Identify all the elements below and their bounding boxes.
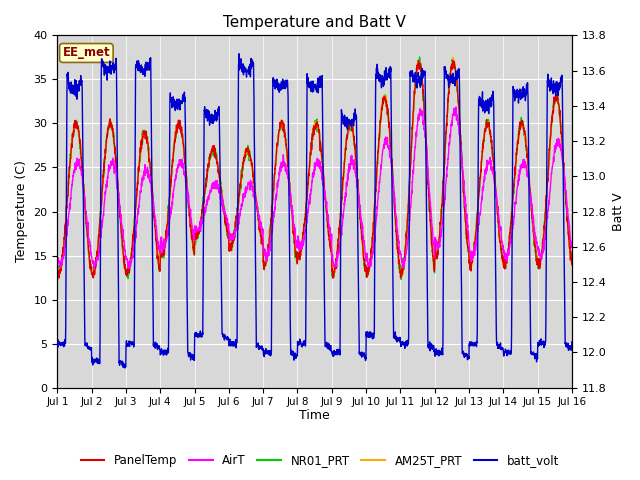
- AirT: [340, 202, 348, 208]
- batt_volt: [330, 350, 337, 356]
- PanelTemp: [340, 158, 348, 164]
- batt_volt: [197, 332, 205, 337]
- AM25T_PRT: [568, 261, 576, 266]
- PanelTemp: [523, 144, 531, 150]
- batt_volt: [341, 119, 349, 124]
- AM25T_PRT: [449, 54, 457, 60]
- AirT: [465, 229, 472, 235]
- AirT: [90, 267, 98, 273]
- AM25T_PRT: [523, 148, 531, 154]
- AirT: [197, 221, 205, 227]
- batt_volt: [568, 339, 576, 345]
- batt_volt: [523, 89, 531, 95]
- Line: AM25T_PRT: AM25T_PRT: [58, 57, 572, 277]
- AM25T_PRT: [330, 269, 337, 275]
- AirT: [330, 259, 337, 264]
- Line: AirT: AirT: [58, 107, 572, 270]
- NR01_PRT: [523, 149, 531, 155]
- PanelTemp: [330, 272, 337, 278]
- batt_volt: [54, 341, 61, 347]
- NR01_PRT: [197, 217, 205, 223]
- PanelTemp: [537, 254, 545, 260]
- AM25T_PRT: [90, 274, 97, 280]
- PanelTemp: [465, 244, 472, 250]
- batt_volt: [235, 51, 243, 57]
- AM25T_PRT: [197, 216, 205, 222]
- AirT: [523, 168, 531, 173]
- AM25T_PRT: [537, 256, 545, 262]
- AM25T_PRT: [54, 267, 61, 273]
- PanelTemp: [329, 275, 337, 281]
- NR01_PRT: [537, 254, 545, 260]
- Line: batt_volt: batt_volt: [58, 54, 572, 368]
- NR01_PRT: [416, 54, 424, 60]
- Line: PanelTemp: PanelTemp: [58, 60, 572, 278]
- PanelTemp: [449, 58, 456, 63]
- Y-axis label: Batt V: Batt V: [612, 192, 625, 231]
- batt_volt: [537, 336, 545, 342]
- AirT: [54, 255, 61, 261]
- Line: NR01_PRT: NR01_PRT: [58, 57, 572, 279]
- PanelTemp: [568, 262, 576, 268]
- NR01_PRT: [340, 159, 348, 165]
- X-axis label: Time: Time: [300, 409, 330, 422]
- PanelTemp: [54, 264, 61, 269]
- batt_volt: [121, 365, 129, 371]
- AirT: [568, 245, 576, 251]
- NR01_PRT: [397, 276, 405, 282]
- AirT: [537, 252, 545, 257]
- AirT: [452, 104, 460, 110]
- Title: Temperature and Batt V: Temperature and Batt V: [223, 15, 406, 30]
- NR01_PRT: [329, 273, 337, 279]
- Legend: PanelTemp, AirT, NR01_PRT, AM25T_PRT, batt_volt: PanelTemp, AirT, NR01_PRT, AM25T_PRT, ba…: [76, 449, 564, 472]
- Y-axis label: Temperature (C): Temperature (C): [15, 161, 28, 263]
- AM25T_PRT: [465, 243, 472, 249]
- NR01_PRT: [465, 246, 472, 252]
- AM25T_PRT: [340, 156, 348, 162]
- PanelTemp: [197, 224, 205, 229]
- Text: EE_met: EE_met: [63, 47, 110, 60]
- NR01_PRT: [568, 259, 576, 265]
- batt_volt: [465, 354, 472, 360]
- NR01_PRT: [54, 269, 61, 275]
